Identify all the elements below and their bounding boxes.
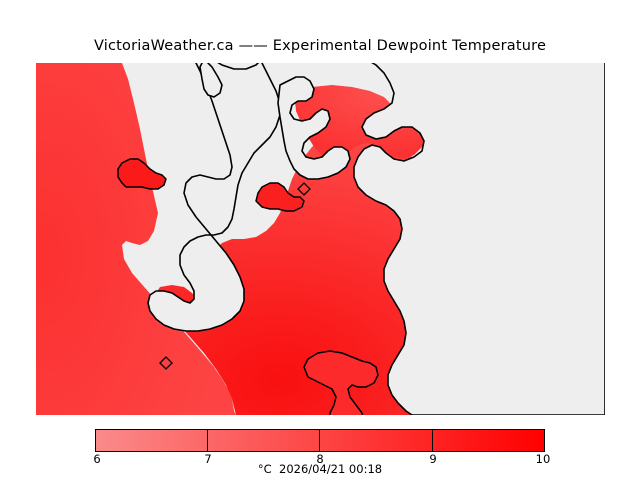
- colorbar-gradient: [95, 429, 545, 452]
- coastline-island-trial: [255, 182, 305, 212]
- station-marker-bay[interactable]: [159, 356, 173, 370]
- coastline-island-small: [117, 158, 167, 190]
- colorbar-label-7: 7: [204, 452, 212, 466]
- colorbar-tick-9: [432, 429, 433, 452]
- coastline-north-islands: [199, 63, 223, 98]
- coastline-central-peninsula: [147, 63, 281, 332]
- colorbar-label-10: 10: [535, 452, 551, 466]
- colorbar-tick-8: [319, 429, 320, 452]
- colorbar[interactable]: [95, 429, 545, 452]
- colorbar-label-8: 8: [316, 452, 324, 466]
- colorbar-tick-labels: 6 7 8 9 10: [93, 452, 550, 466]
- contour-region-northeast: [294, 85, 424, 159]
- coastline-east-mainland: [353, 63, 605, 415]
- map-plot-area[interactable]: [36, 63, 605, 415]
- coastline-north-peninsula: [217, 63, 260, 70]
- contour-region-west: [36, 63, 236, 415]
- coastline-island-discovery: [303, 350, 379, 415]
- colorbar-caption: °C 2026/04/21 00:18: [257, 462, 383, 476]
- station-marker[interactable]: [297, 182, 311, 196]
- page-title: VictoriaWeather.ca —— Experimental Dewpo…: [93, 38, 547, 54]
- coastline-saanich-inlet: [277, 76, 351, 180]
- contour-map-svg: [36, 63, 605, 415]
- colorbar-tick-7: [207, 429, 208, 452]
- station-diamond-icon: [297, 182, 311, 196]
- colorbar-label-9: 9: [429, 452, 437, 466]
- station-diamond-bay-icon: [159, 356, 173, 370]
- colorbar-label-6: 6: [93, 452, 101, 466]
